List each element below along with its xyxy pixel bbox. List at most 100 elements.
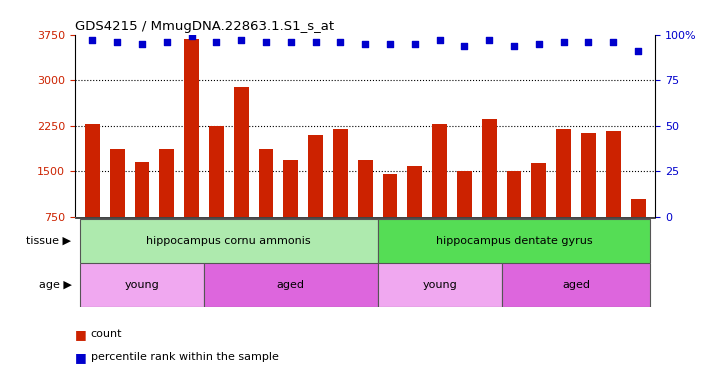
- Text: GDS4215 / MmugDNA.22863.1.S1_s_at: GDS4215 / MmugDNA.22863.1.S1_s_at: [75, 20, 334, 33]
- Text: GSM297150: GSM297150: [386, 217, 395, 272]
- Text: GSM297145: GSM297145: [261, 221, 271, 276]
- Text: GSM297141: GSM297141: [162, 221, 171, 276]
- Text: GSM297155: GSM297155: [510, 221, 518, 276]
- Bar: [80, 263, 204, 307]
- Text: ■: ■: [75, 351, 86, 364]
- Text: GSM297140: GSM297140: [138, 221, 146, 276]
- Text: GSM297144: GSM297144: [236, 217, 246, 271]
- Text: aged: aged: [562, 280, 590, 290]
- Point: [583, 39, 594, 45]
- Bar: [482, 119, 497, 217]
- Bar: [502, 263, 650, 307]
- Text: GSM297139: GSM297139: [113, 217, 121, 272]
- Text: GSM297155: GSM297155: [510, 217, 518, 272]
- Text: GSM297158: GSM297158: [584, 221, 593, 276]
- Bar: [457, 171, 472, 217]
- Point: [136, 41, 148, 47]
- Bar: [80, 219, 378, 263]
- Text: GSM297159: GSM297159: [609, 217, 618, 272]
- Text: GSM297147: GSM297147: [311, 221, 320, 276]
- Text: young: young: [422, 280, 457, 290]
- Text: GSM297156: GSM297156: [534, 217, 543, 272]
- Point: [86, 37, 98, 43]
- Bar: [507, 171, 521, 217]
- Text: ■: ■: [75, 328, 86, 341]
- Bar: [581, 133, 596, 217]
- Text: GSM297158: GSM297158: [584, 217, 593, 272]
- Text: GSM297143: GSM297143: [212, 221, 221, 276]
- Text: GSM297149: GSM297149: [361, 217, 370, 272]
- Bar: [378, 263, 502, 307]
- Text: GSM297141: GSM297141: [162, 217, 171, 272]
- Text: GSM297149: GSM297149: [361, 221, 370, 276]
- Bar: [110, 149, 124, 217]
- Bar: [432, 124, 447, 217]
- Text: GSM297156: GSM297156: [534, 221, 543, 276]
- Text: GSM297160: GSM297160: [633, 217, 643, 272]
- Text: GSM297142: GSM297142: [187, 217, 196, 271]
- Point: [261, 39, 272, 45]
- Text: GSM297153: GSM297153: [460, 221, 469, 276]
- Point: [236, 37, 247, 43]
- Text: GSM297138: GSM297138: [88, 217, 97, 272]
- Bar: [233, 88, 248, 217]
- Text: tissue ▶: tissue ▶: [26, 236, 71, 246]
- Point: [161, 39, 173, 45]
- Text: GSM297157: GSM297157: [559, 221, 568, 276]
- Bar: [378, 219, 650, 263]
- Bar: [134, 162, 149, 217]
- Text: GSM297146: GSM297146: [286, 217, 296, 272]
- Text: GSM297153: GSM297153: [460, 217, 469, 272]
- Point: [186, 33, 197, 40]
- Text: GSM297147: GSM297147: [311, 217, 320, 272]
- Bar: [630, 199, 645, 217]
- Text: GSM297145: GSM297145: [261, 217, 271, 272]
- Bar: [283, 161, 298, 217]
- Text: GSM297150: GSM297150: [386, 221, 395, 276]
- Text: GSM297154: GSM297154: [485, 217, 494, 272]
- Point: [335, 39, 346, 45]
- Point: [633, 48, 644, 54]
- Bar: [556, 129, 571, 217]
- Point: [533, 41, 545, 47]
- Point: [608, 39, 619, 45]
- Text: age ▶: age ▶: [39, 280, 71, 290]
- Text: GSM297144: GSM297144: [236, 221, 246, 275]
- Point: [508, 43, 520, 49]
- Point: [434, 37, 446, 43]
- Bar: [159, 149, 174, 217]
- Point: [384, 41, 396, 47]
- Text: hippocampus dentate gyrus: hippocampus dentate gyrus: [436, 236, 593, 246]
- Text: GSM297151: GSM297151: [411, 217, 419, 272]
- Text: GSM297160: GSM297160: [633, 221, 643, 276]
- Bar: [209, 126, 223, 217]
- Text: GSM297142: GSM297142: [187, 221, 196, 275]
- Point: [409, 41, 421, 47]
- Text: GSM297143: GSM297143: [212, 217, 221, 272]
- Point: [211, 39, 222, 45]
- Text: GSM297148: GSM297148: [336, 221, 345, 276]
- Text: young: young: [124, 280, 159, 290]
- Bar: [184, 39, 199, 217]
- Bar: [308, 135, 323, 217]
- Bar: [383, 174, 398, 217]
- Bar: [606, 131, 620, 217]
- Point: [360, 41, 371, 47]
- Bar: [258, 149, 273, 217]
- Text: GSM297139: GSM297139: [113, 221, 121, 276]
- Point: [458, 43, 470, 49]
- Text: GSM297140: GSM297140: [138, 217, 146, 272]
- Text: GSM297159: GSM297159: [609, 221, 618, 276]
- Point: [558, 39, 569, 45]
- Text: percentile rank within the sample: percentile rank within the sample: [91, 352, 278, 362]
- Point: [285, 39, 296, 45]
- Point: [310, 39, 321, 45]
- Text: GSM297138: GSM297138: [88, 221, 97, 276]
- Point: [111, 39, 123, 45]
- Text: GSM297157: GSM297157: [559, 217, 568, 272]
- Text: hippocampus cornu ammonis: hippocampus cornu ammonis: [146, 236, 311, 246]
- Text: GSM297146: GSM297146: [286, 221, 296, 276]
- Text: GSM297154: GSM297154: [485, 221, 494, 276]
- Text: GSM297148: GSM297148: [336, 217, 345, 272]
- Bar: [408, 166, 422, 217]
